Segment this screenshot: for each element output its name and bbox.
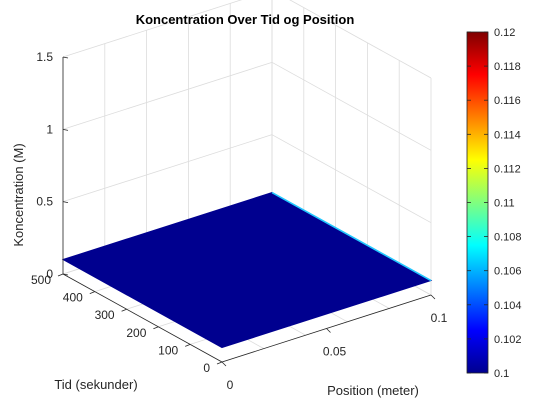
- x-tick-label: 0.05: [323, 345, 347, 359]
- y-tick: [185, 344, 191, 347]
- colorbar-tick-label: 0.112: [494, 163, 521, 175]
- chart-title: Koncentration Over Tid og Position: [136, 12, 355, 27]
- colorbar-tick-label: 0.102: [494, 334, 522, 346]
- z-tick: [62, 56, 69, 59]
- z-axis-label: Koncentration (M): [11, 143, 26, 246]
- x-tick-label: 0: [227, 378, 234, 392]
- y-tick-label: 200: [126, 326, 146, 340]
- x-tick: [221, 361, 227, 367]
- surface: [61, 191, 433, 349]
- grid-line: [271, 61, 432, 151]
- grid-line: [271, 134, 432, 224]
- colorbar-tick-label: 0.12: [494, 27, 515, 39]
- z-tick: [62, 128, 69, 131]
- z-tick: [62, 273, 69, 276]
- x-tick: [430, 294, 436, 300]
- z-tick-label: 0.5: [36, 195, 53, 209]
- colorbar-tick-label: 0.11: [494, 198, 515, 210]
- colorbar-tick-label: 0.118: [494, 61, 521, 73]
- colorbar-tick-label: 0.116: [494, 95, 521, 107]
- grid-line: [62, 0, 243, 58]
- colorbar: 0.1 0.102 0.104 0.106 0.108 0.11 0.112 0.114 0.1…: [466, 27, 522, 380]
- y-axis-label: Tid (sekunder): [54, 377, 137, 392]
- y-tick: [153, 326, 159, 330]
- y-tick: [89, 291, 95, 294]
- colorbar-tick-label: 0.106: [494, 266, 522, 278]
- y-tick: [57, 273, 64, 277]
- y-tick-label: 300: [95, 308, 115, 322]
- y-tick-label: 400: [63, 291, 83, 305]
- grid-line: [62, 134, 273, 203]
- z-tick: [62, 201, 69, 204]
- colorbar-tick-label: 0.1: [494, 368, 509, 380]
- surface-edge: [271, 191, 432, 282]
- grid-line: [289, 0, 432, 79]
- colorbar-tick-label: 0.114: [494, 129, 521, 141]
- z-tick-label: 1: [46, 122, 53, 136]
- y-tick: [121, 308, 127, 312]
- x-tick-label: 0.1: [431, 311, 448, 325]
- y-tick-label: 0: [203, 361, 210, 375]
- y-tick: [216, 361, 223, 365]
- y-tick-label: 100: [158, 343, 178, 357]
- y-tick-label: 500: [31, 273, 51, 287]
- colorbar-tick-label: 0.104: [494, 300, 522, 312]
- grid-line: [62, 61, 273, 130]
- z-tick-label: 0: [46, 267, 53, 281]
- x-tick: [326, 328, 331, 333]
- x-axis-label: Position (meter): [327, 383, 419, 398]
- colorbar-tick-label: 0.108: [494, 232, 522, 244]
- surface-plane: [61, 191, 433, 349]
- z-tick-label: 1.5: [36, 50, 53, 64]
- y-axis-line: [62, 273, 223, 363]
